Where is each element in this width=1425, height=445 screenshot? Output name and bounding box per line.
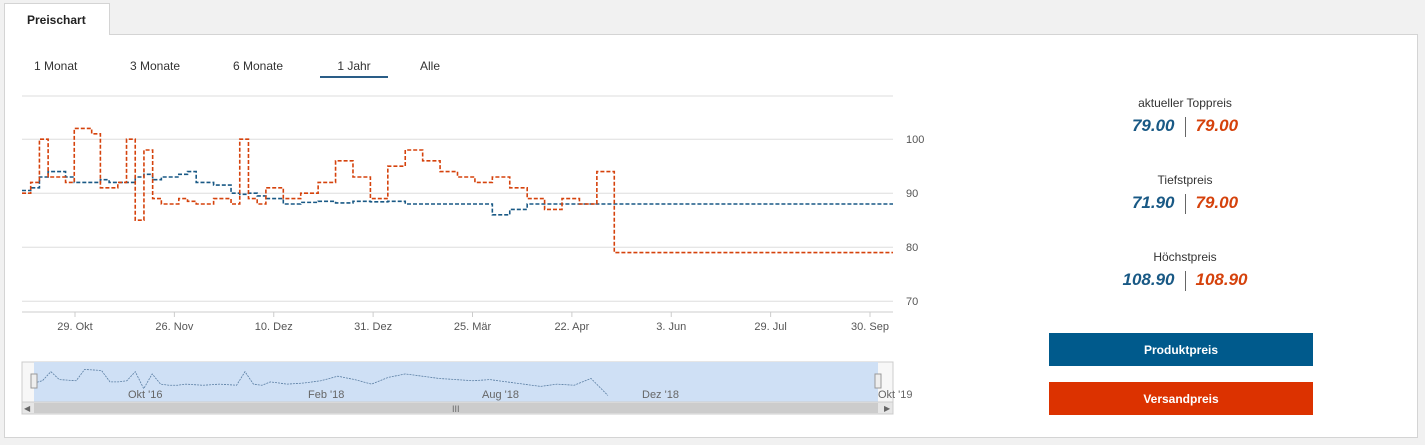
navigator-label: Dez '18 <box>642 389 679 401</box>
y-tick-label: 100 <box>906 134 924 146</box>
separator <box>1184 193 1186 214</box>
navigator-label: Aug '18 <box>482 389 519 401</box>
navigator[interactable]: Okt '16 Feb '18 Aug '18 Dez '18 Okt '19 III … <box>21 361 913 415</box>
stat-highest: Höchstpreis 108.90 108.90 <box>1040 250 1330 291</box>
x-tick-label: 22. Apr <box>554 321 589 333</box>
range-alle[interactable]: Alle <box>420 59 441 73</box>
stat-label: Tiefstpreis <box>1157 173 1213 187</box>
stat-label: aktueller Toppreis <box>1138 96 1232 110</box>
product-price-value: 71.90 <box>1131 193 1175 212</box>
navigator-label: Feb '18 <box>308 389 344 401</box>
product-price-value: 108.90 <box>1122 270 1175 289</box>
x-tick-label: 25. Mär <box>454 321 492 333</box>
product-price-value: 79.00 <box>1131 116 1175 135</box>
navigator-label: Okt '19 <box>878 389 913 401</box>
navigator-left-handle[interactable] <box>30 373 38 389</box>
shipping-price-series[interactable] <box>22 127 893 254</box>
tab-preischart[interactable]: Preischart <box>4 3 110 35</box>
gridlines <box>22 95 893 302</box>
y-tick-label: 70 <box>906 296 918 308</box>
tab-label: Preischart <box>27 13 86 27</box>
range-1-monat[interactable]: 1 Monat <box>34 59 78 73</box>
stat-label: Höchstpreis <box>1153 250 1217 264</box>
range-3-monate[interactable]: 3 Monate <box>130 59 181 73</box>
range-1-jahr[interactable]: 1 Jahr <box>320 59 388 78</box>
navigator-right-handle[interactable] <box>874 373 882 389</box>
scroll-left-icon[interactable]: ◀ <box>24 404 31 413</box>
x-tick-label: 10. Dez <box>255 321 293 333</box>
x-tick-label: 29. Jul <box>754 321 786 333</box>
range-6-monate[interactable]: 6 Monate <box>233 59 284 73</box>
y-axis: 100 90 80 70 <box>906 134 924 308</box>
series-layer <box>22 127 893 254</box>
x-tick-label: 30. Sep <box>851 321 889 333</box>
x-tick-label: 29. Okt <box>57 321 92 333</box>
x-tick-label: 26. Nov <box>155 321 193 333</box>
shipping-price-value: 79.00 <box>1195 193 1239 212</box>
price-chart[interactable]: 100 90 80 70 29. Okt 26. Nov 10. Dez 31. Dez 25… <box>0 0 940 445</box>
produktpreis-button[interactable]: Produktpreis <box>1049 333 1313 366</box>
versandpreis-button[interactable]: Versandpreis <box>1049 382 1313 415</box>
y-tick-label: 80 <box>906 242 918 254</box>
stat-current-top: aktueller Toppreis 79.00 79.00 <box>1040 96 1330 137</box>
shipping-price-value: 79.00 <box>1195 116 1239 135</box>
navigator-selection[interactable] <box>34 362 878 402</box>
x-tick-label: 3. Jun <box>656 321 686 333</box>
navigator-label: Okt '16 <box>128 389 163 401</box>
scrollbar-grip-icon: III <box>452 404 460 414</box>
stat-lowest: Tiefstpreis 71.90 79.00 <box>1040 173 1330 214</box>
x-tick-label: 31. Dez <box>354 321 392 333</box>
shipping-price-value: 108.90 <box>1195 270 1248 289</box>
separator <box>1184 270 1186 291</box>
navigator-line <box>33 368 609 396</box>
scroll-right-icon[interactable]: ▶ <box>884 404 891 413</box>
x-axis: 29. Okt 26. Nov 10. Dez 31. Dez 25. Mär 22. A… <box>57 312 889 333</box>
navigator-scrollbar-thumb[interactable] <box>34 403 878 413</box>
y-tick-label: 90 <box>906 188 918 200</box>
separator <box>1184 116 1186 137</box>
